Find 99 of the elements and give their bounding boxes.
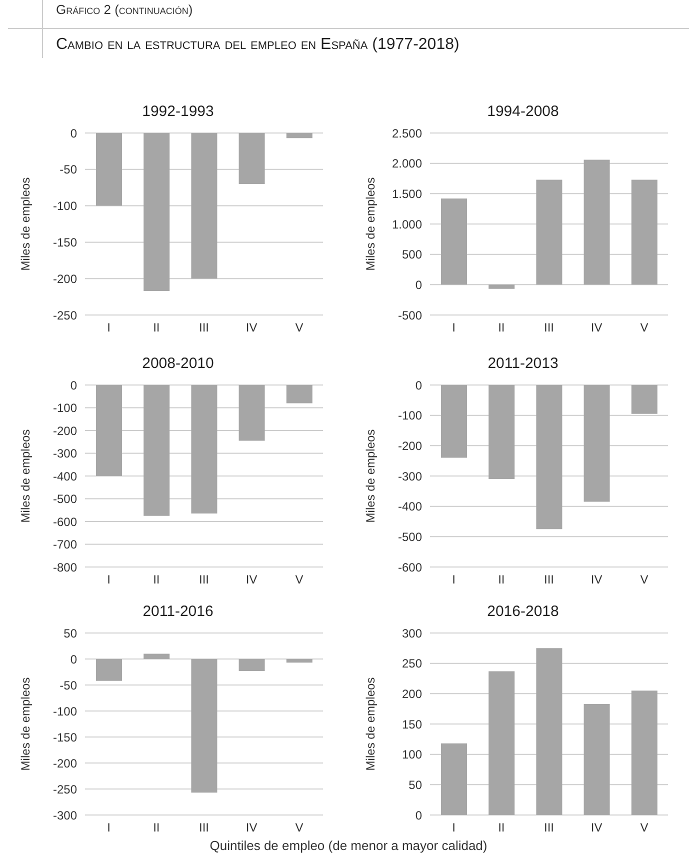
y-tick-label: 1.500 xyxy=(392,186,422,201)
x-tick-label: I xyxy=(452,820,456,835)
x-tick-label: II xyxy=(498,320,505,335)
bar xyxy=(441,743,467,815)
y-tick-label: 500 xyxy=(402,248,422,262)
y-tick-label: -700 xyxy=(52,538,78,552)
y-tick-label: -600 xyxy=(52,514,78,529)
y-tick-label: 50 xyxy=(64,626,78,640)
y-tick-label: 1.000 xyxy=(392,217,422,232)
chart-title: 1992-1993 xyxy=(141,103,215,122)
bar xyxy=(536,648,562,815)
x-tick-label: V xyxy=(640,320,648,335)
y-axis-title: Miles de empleos xyxy=(18,177,32,271)
y-tick-label: 0 xyxy=(70,378,78,392)
y-tick-label: -300 xyxy=(398,469,422,484)
x-tick-label: IV xyxy=(590,572,602,587)
y-tick-label: -200 xyxy=(52,272,78,286)
x-tick-label: III xyxy=(544,820,554,835)
y-tick-label: -500 xyxy=(398,530,422,544)
y-tick-label: 2.500 xyxy=(392,126,422,140)
y-axis-title: Miles de empleos xyxy=(18,429,32,523)
x-tick-label: IV xyxy=(590,320,602,335)
y-tick-label: 150 xyxy=(402,717,422,732)
y-tick-label: -150 xyxy=(52,235,78,250)
y-tick-label: 100 xyxy=(402,748,422,762)
x-tick-label: I xyxy=(107,320,110,335)
y-tick-label: 0 xyxy=(415,278,422,292)
x-tick-label: IV xyxy=(246,572,258,587)
y-tick-label: -150 xyxy=(52,730,78,744)
bar xyxy=(488,284,515,289)
x-tick-label: II xyxy=(498,572,505,587)
x-tick-label: III xyxy=(544,320,554,335)
y-tick-label: -300 xyxy=(52,446,78,461)
x-tick-label: V xyxy=(295,320,304,335)
x-tick-label: I xyxy=(452,572,456,587)
y-axis-title: Miles de empleos xyxy=(363,177,378,271)
y-tick-label: 200 xyxy=(402,686,422,701)
y-tick-label: -400 xyxy=(52,469,78,484)
chart-title: 2011-2013 xyxy=(486,355,560,374)
y-tick-label: -100 xyxy=(52,704,78,718)
y-tick-label: -200 xyxy=(398,438,422,453)
x-tick-label: II xyxy=(498,820,505,835)
y-tick-label: -500 xyxy=(52,492,78,506)
y-tick-label: -100 xyxy=(52,401,78,416)
x-tick-label: II xyxy=(153,572,160,587)
x-tick-label: V xyxy=(640,572,648,587)
bar xyxy=(536,180,562,285)
y-tick-label: 0 xyxy=(70,126,78,140)
y-tick-label: 300 xyxy=(402,626,422,640)
x-tick-label: V xyxy=(640,820,648,835)
y-tick-label: -600 xyxy=(398,560,422,574)
x-tick-label: III xyxy=(198,320,210,335)
x-tick-label: II xyxy=(153,820,160,835)
y-tick-label: -500 xyxy=(398,308,422,322)
bar xyxy=(584,160,610,285)
text: Cambio en la estructura del empleo en España (1977-2018) xyxy=(56,36,460,54)
y-tick-label: -250 xyxy=(52,782,78,796)
x-tick-label: IV xyxy=(246,320,258,335)
x-tick-label: V xyxy=(295,820,304,835)
y-tick-label: 0 xyxy=(415,808,422,822)
y-tick-label: 2.000 xyxy=(392,156,422,171)
bar xyxy=(584,704,610,815)
chart-title: 2016-2018 xyxy=(486,603,560,622)
y-tick-label: 0 xyxy=(70,652,78,666)
y-tick-label: -50 xyxy=(60,162,78,177)
bar xyxy=(441,198,467,285)
y-axis-title: Miles de empleos xyxy=(18,677,32,771)
y-tick-label: -200 xyxy=(52,756,78,770)
y-tick-label: 250 xyxy=(402,656,422,671)
chart-title: 2011-2016 xyxy=(142,603,214,622)
x-tick-label: III xyxy=(198,572,210,587)
y-axis-title: Miles de empleos xyxy=(363,429,378,523)
x-tick-label: I xyxy=(452,320,456,335)
text: Gráfico 2 (continuación) xyxy=(56,2,193,17)
x-tick-label: IV xyxy=(590,820,602,835)
x-tick-label: III xyxy=(544,572,554,587)
y-tick-label: -200 xyxy=(52,424,78,438)
x-tick-label: I xyxy=(107,572,110,587)
text: Quintiles de empleo (de menor a mayor calidad) xyxy=(208,838,488,853)
chart-title: 2008-2010 xyxy=(141,355,215,374)
x-tick-label: V xyxy=(295,572,304,587)
bar xyxy=(631,180,658,285)
y-tick-label: -250 xyxy=(52,308,78,322)
x-tick-label: IV xyxy=(246,820,258,835)
x-tick-label: III xyxy=(198,820,210,835)
x-tick-label: I xyxy=(107,820,110,835)
y-tick-label: -400 xyxy=(398,500,422,514)
x-tick-label: II xyxy=(153,320,160,335)
bar xyxy=(631,690,658,815)
y-tick-label: -50 xyxy=(60,678,78,692)
y-tick-label: -300 xyxy=(52,808,78,822)
y-tick-label: -800 xyxy=(52,560,78,574)
y-axis-title: Miles de empleos xyxy=(363,677,378,771)
y-tick-label: 0 xyxy=(415,378,422,392)
chart-title: 1994-2008 xyxy=(486,103,560,122)
y-tick-label: 50 xyxy=(408,778,422,792)
y-tick-label: -100 xyxy=(398,408,422,423)
y-tick-label: -100 xyxy=(52,199,78,214)
bar xyxy=(488,671,515,815)
